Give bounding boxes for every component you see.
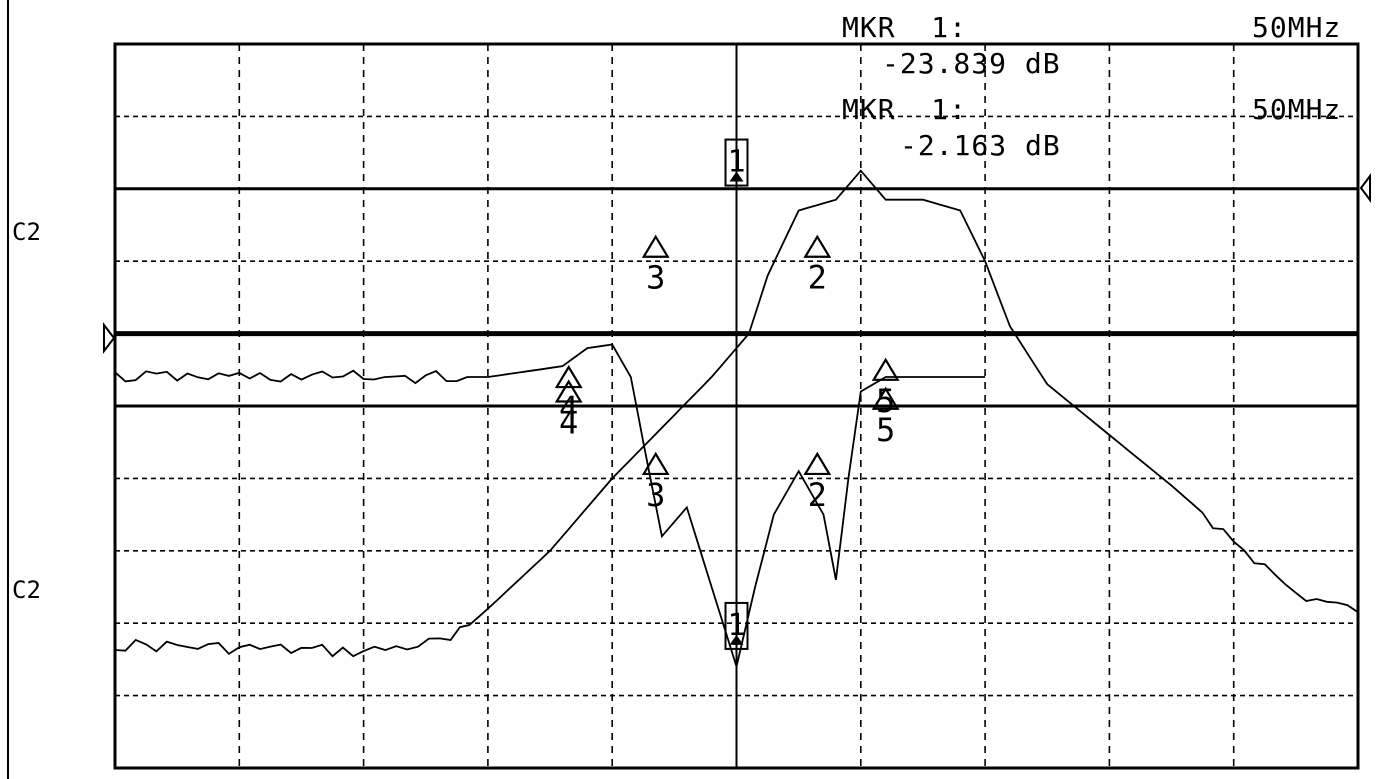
markers: 1 2 3 4 5 1 2 3 4 5 bbox=[554, 138, 900, 650]
marker-1-box-icon bbox=[724, 601, 749, 650]
marker-1-number: 1 bbox=[727, 608, 745, 643]
marker-3-number: 3 bbox=[646, 259, 665, 297]
marker-5-triangle-icon bbox=[871, 386, 900, 410]
marker-2-number: 2 bbox=[808, 259, 827, 297]
marker-2-label: MKR 1: bbox=[842, 93, 968, 126]
traces bbox=[114, 169, 1359, 671]
marker-2-frequency: 50MHz bbox=[1252, 93, 1342, 126]
marker-1-triangle-icon bbox=[729, 634, 744, 645]
marker-1-number: 1 bbox=[727, 145, 745, 180]
marker-1-triangle-icon bbox=[729, 171, 744, 182]
reference-lines bbox=[115, 187, 1358, 408]
marker-4-triangle-icon bbox=[554, 379, 583, 403]
trace-1 bbox=[114, 169, 1359, 658]
channel-label-upper: C2 bbox=[12, 218, 41, 246]
channel-label-lower: C2 bbox=[12, 576, 41, 604]
ref-arrow-right-icon bbox=[1359, 173, 1371, 203]
marker-5-number: 5 bbox=[876, 411, 895, 449]
marker-5-number: 5 bbox=[876, 382, 895, 420]
ref-arrow-left-icon bbox=[103, 322, 116, 354]
marker-2-value: -2.163 dB bbox=[900, 129, 1061, 162]
marker-3-number: 3 bbox=[646, 476, 665, 514]
marker-1-frequency: 50MHz bbox=[1252, 11, 1342, 44]
marker-1-value: -23.839 dB bbox=[882, 47, 1061, 80]
marker-3-triangle-icon bbox=[641, 234, 670, 258]
marker-4-number: 4 bbox=[559, 389, 578, 427]
marker-4-triangle-icon bbox=[554, 364, 583, 389]
marker-1-label: MKR 1: bbox=[842, 11, 968, 44]
marker-5-triangle-icon bbox=[871, 357, 900, 381]
marker-4-number: 4 bbox=[559, 404, 578, 442]
marker-2-number: 2 bbox=[808, 476, 827, 514]
marker-1-box-icon bbox=[724, 138, 749, 187]
trace-2 bbox=[114, 343, 986, 671]
marker-2-triangle-icon bbox=[803, 451, 832, 476]
marker-2-triangle-icon bbox=[803, 234, 832, 258]
marker-3-triangle-icon bbox=[641, 451, 670, 476]
